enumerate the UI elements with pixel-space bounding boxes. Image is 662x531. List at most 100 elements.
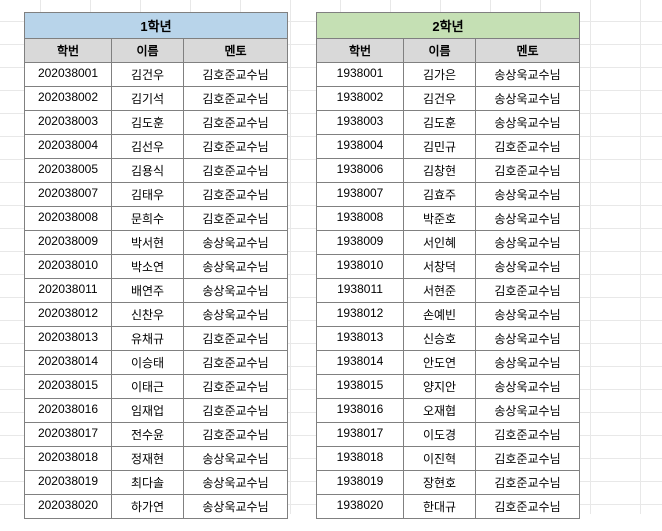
table-cell[interactable]: 이태근 bbox=[112, 375, 184, 399]
table-cell[interactable]: 202038002 bbox=[24, 87, 112, 111]
table-cell[interactable]: 이도경 bbox=[404, 423, 476, 447]
table-cell[interactable]: 신승호 bbox=[404, 327, 476, 351]
column-header[interactable]: 멘토 bbox=[184, 39, 288, 63]
table-cell[interactable]: 김호준교수님 bbox=[184, 159, 288, 183]
table-cell[interactable]: 1938016 bbox=[316, 399, 404, 423]
table-cell[interactable]: 202038008 bbox=[24, 207, 112, 231]
table-row[interactable]: 1938019장현호김호준교수님 bbox=[316, 471, 580, 495]
table-row[interactable]: 202038008문희수김호준교수님 bbox=[24, 207, 288, 231]
table-cell[interactable]: 1938010 bbox=[316, 255, 404, 279]
table-cell[interactable]: 송상욱교수님 bbox=[184, 471, 288, 495]
table-row[interactable]: 1938009서인혜송상욱교수님 bbox=[316, 231, 580, 255]
table-cell[interactable]: 이진혁 bbox=[404, 447, 476, 471]
table-row[interactable]: 1938007김효주송상욱교수님 bbox=[316, 183, 580, 207]
table-cell[interactable]: 김호준교수님 bbox=[476, 279, 580, 303]
table-cell[interactable]: 손예빈 bbox=[404, 303, 476, 327]
column-header[interactable]: 이름 bbox=[404, 39, 476, 63]
table-cell[interactable]: 김용식 bbox=[112, 159, 184, 183]
table-cell[interactable]: 송상욱교수님 bbox=[476, 63, 580, 87]
table-row[interactable]: 202038013유채규김호준교수님 bbox=[24, 327, 288, 351]
table-row[interactable]: 1938001김가은송상욱교수님 bbox=[316, 63, 580, 87]
table-cell[interactable]: 유채규 bbox=[112, 327, 184, 351]
table-cell[interactable]: 서현준 bbox=[404, 279, 476, 303]
table-row[interactable]: 1938003김도훈송상욱교수님 bbox=[316, 111, 580, 135]
table-cell[interactable]: 1938017 bbox=[316, 423, 404, 447]
table-row[interactable]: 202038003김도훈김호준교수님 bbox=[24, 111, 288, 135]
table-cell[interactable]: 김기석 bbox=[112, 87, 184, 111]
table-row[interactable]: 202038017전수윤김호준교수님 bbox=[24, 423, 288, 447]
table-cell[interactable]: 송상욱교수님 bbox=[476, 351, 580, 375]
table-row[interactable]: 202038014이승태김호준교수님 bbox=[24, 351, 288, 375]
table-cell[interactable]: 임재업 bbox=[112, 399, 184, 423]
table-cell[interactable]: 김가은 bbox=[404, 63, 476, 87]
table-cell[interactable]: 1938013 bbox=[316, 327, 404, 351]
table-cell[interactable]: 송상욱교수님 bbox=[476, 207, 580, 231]
table-cell[interactable]: 전수윤 bbox=[112, 423, 184, 447]
table-cell[interactable]: 송상욱교수님 bbox=[476, 111, 580, 135]
table-cell[interactable]: 1938019 bbox=[316, 471, 404, 495]
table-cell[interactable]: 202038020 bbox=[24, 495, 112, 519]
table-cell[interactable]: 1938018 bbox=[316, 447, 404, 471]
table-cell[interactable]: 하가연 bbox=[112, 495, 184, 519]
table-row[interactable]: 202038001김건우김호준교수님 bbox=[24, 63, 288, 87]
table-cell[interactable]: 송상욱교수님 bbox=[184, 231, 288, 255]
table-row[interactable]: 202038002김기석김호준교수님 bbox=[24, 87, 288, 111]
table-cell[interactable]: 202038011 bbox=[24, 279, 112, 303]
table-row[interactable]: 1938004김민규김호준교수님 bbox=[316, 135, 580, 159]
table-cell[interactable]: 송상욱교수님 bbox=[184, 279, 288, 303]
table-row[interactable]: 1938012손예빈송상욱교수님 bbox=[316, 303, 580, 327]
table-cell[interactable]: 김민규 bbox=[404, 135, 476, 159]
table-row[interactable]: 1938020한대규김호준교수님 bbox=[316, 495, 580, 519]
table-cell[interactable]: 김태우 bbox=[112, 183, 184, 207]
table-row[interactable]: 202038020하가연송상욱교수님 bbox=[24, 495, 288, 519]
table-row[interactable]: 1938015양지안송상욱교수님 bbox=[316, 375, 580, 399]
table-cell[interactable]: 박소연 bbox=[112, 255, 184, 279]
table-cell[interactable]: 202038013 bbox=[24, 327, 112, 351]
table-cell[interactable]: 김건우 bbox=[112, 63, 184, 87]
table-cell[interactable]: 1938007 bbox=[316, 183, 404, 207]
table-cell[interactable]: 202038012 bbox=[24, 303, 112, 327]
table-cell[interactable]: 송상욱교수님 bbox=[476, 375, 580, 399]
table-cell[interactable]: 김호준교수님 bbox=[184, 375, 288, 399]
table-cell[interactable]: 송상욱교수님 bbox=[184, 495, 288, 519]
table-row[interactable]: 202038019최다솔송상욱교수님 bbox=[24, 471, 288, 495]
table-cell[interactable]: 202038004 bbox=[24, 135, 112, 159]
table-cell[interactable]: 1938004 bbox=[316, 135, 404, 159]
table-cell[interactable]: 박서현 bbox=[112, 231, 184, 255]
table-cell[interactable]: 송상욱교수님 bbox=[476, 87, 580, 111]
table-cell[interactable]: 202038009 bbox=[24, 231, 112, 255]
table-row[interactable]: 1938014안도연송상욱교수님 bbox=[316, 351, 580, 375]
table-cell[interactable]: 김호준교수님 bbox=[184, 327, 288, 351]
table-cell[interactable]: 1938008 bbox=[316, 207, 404, 231]
table-row[interactable]: 1938013신승호송상욱교수님 bbox=[316, 327, 580, 351]
table-row[interactable]: 202038011배연주송상욱교수님 bbox=[24, 279, 288, 303]
table-cell[interactable]: 문희수 bbox=[112, 207, 184, 231]
table-cell[interactable]: 202038007 bbox=[24, 183, 112, 207]
table-cell[interactable]: 송상욱교수님 bbox=[184, 303, 288, 327]
table-cell[interactable]: 정재현 bbox=[112, 447, 184, 471]
table-row[interactable]: 202038018정재현송상욱교수님 bbox=[24, 447, 288, 471]
table-row[interactable]: 1938010서창덕송상욱교수님 bbox=[316, 255, 580, 279]
table-cell[interactable]: 202038017 bbox=[24, 423, 112, 447]
table-cell[interactable]: 김호준교수님 bbox=[184, 87, 288, 111]
table-row[interactable]: 1938011서현준김호준교수님 bbox=[316, 279, 580, 303]
table-cell[interactable]: 김도훈 bbox=[404, 111, 476, 135]
table-row[interactable]: 202038010박소연송상욱교수님 bbox=[24, 255, 288, 279]
table-cell[interactable]: 1938006 bbox=[316, 159, 404, 183]
table-cell[interactable]: 김도훈 bbox=[112, 111, 184, 135]
table-cell[interactable]: 김호준교수님 bbox=[184, 183, 288, 207]
table-cell[interactable]: 202038005 bbox=[24, 159, 112, 183]
table-row[interactable]: 202038007김태우김호준교수님 bbox=[24, 183, 288, 207]
table-cell[interactable]: 202038010 bbox=[24, 255, 112, 279]
table-cell[interactable]: 1938012 bbox=[316, 303, 404, 327]
table-cell[interactable]: 송상욱교수님 bbox=[476, 303, 580, 327]
table-cell[interactable]: 1938001 bbox=[316, 63, 404, 87]
table-cell[interactable]: 1938003 bbox=[316, 111, 404, 135]
table-cell[interactable]: 김호준교수님 bbox=[184, 423, 288, 447]
table-cell[interactable]: 한대규 bbox=[404, 495, 476, 519]
table-cell[interactable]: 김호준교수님 bbox=[476, 447, 580, 471]
table-cell[interactable]: 202038016 bbox=[24, 399, 112, 423]
table-cell[interactable]: 송상욱교수님 bbox=[184, 447, 288, 471]
column-header[interactable]: 멘토 bbox=[476, 39, 580, 63]
table-row[interactable]: 1938016오재협송상욱교수님 bbox=[316, 399, 580, 423]
